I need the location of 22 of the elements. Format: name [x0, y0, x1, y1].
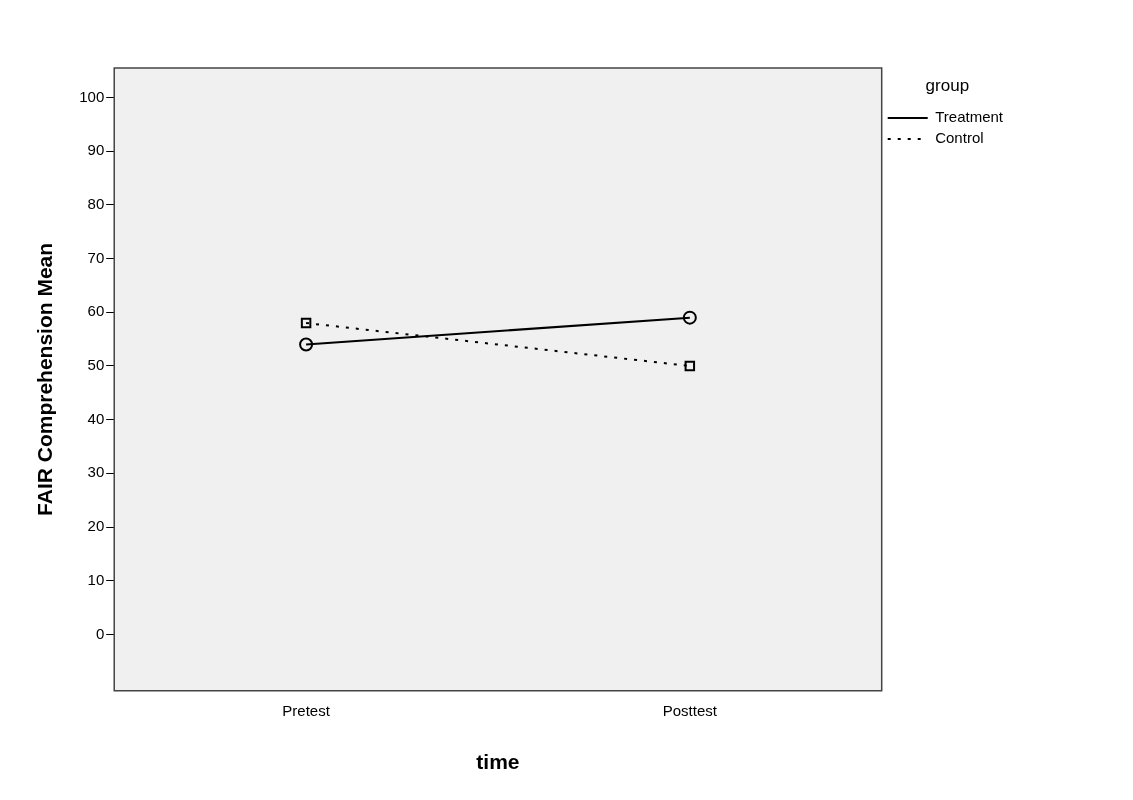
- legend-title: group: [925, 76, 970, 96]
- y-tick-label: 30: [87, 463, 105, 481]
- y-tick-label: 40: [87, 409, 105, 427]
- y-tick-label: 0: [95, 624, 105, 642]
- y-tick-label: 80: [87, 195, 105, 213]
- point: [299, 337, 314, 352]
- y-tick-label: 10: [87, 570, 105, 588]
- x-tick-label: Posttest: [662, 701, 718, 719]
- legend-label: Treatment: [935, 108, 1004, 126]
- point: [684, 360, 696, 372]
- y-tick-label: 50: [87, 356, 105, 374]
- y-tick-label: 70: [87, 248, 105, 266]
- legend-label: Control: [935, 129, 984, 147]
- y-tick-label: 100: [79, 87, 105, 105]
- x-tick-label: Pretest: [282, 701, 331, 719]
- x-axis-title: time: [476, 750, 520, 774]
- y-tick-label: 60: [87, 302, 105, 320]
- point: [682, 310, 697, 325]
- y-axis-title: FAIR Comprehension Mean: [33, 242, 57, 516]
- point: [300, 317, 312, 329]
- y-tick-label: 20: [87, 517, 105, 535]
- y-tick-label: 90: [87, 141, 105, 159]
